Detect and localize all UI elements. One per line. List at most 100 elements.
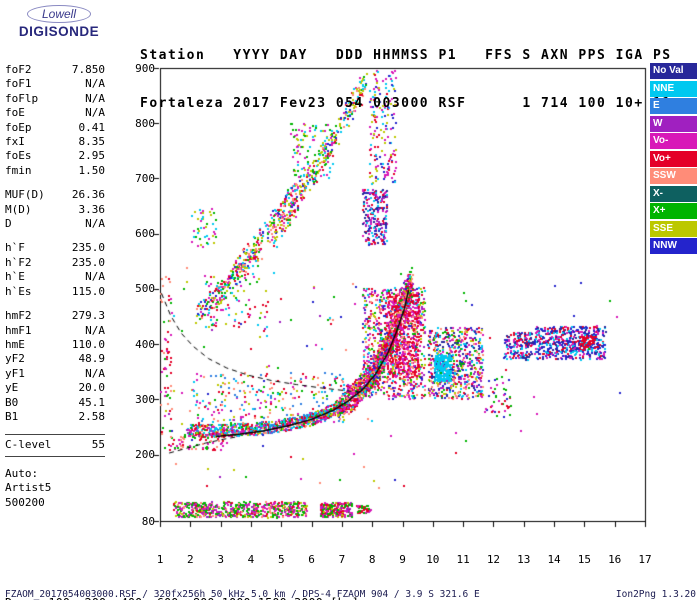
param-label: fmin [5, 163, 32, 177]
legend-item-nnw: NNW [650, 238, 697, 254]
param-label: MUF(D) [5, 188, 45, 202]
status-program-version: Ion2Png 1.3.20 [615, 589, 696, 600]
param-value: 48.9 [78, 352, 106, 366]
param-row-d: D N/A [5, 217, 105, 231]
d-row: D 100 200 400 600 800 1000 1500 3000 [km… [5, 596, 366, 600]
y-tick-200: 200 [135, 448, 155, 462]
param-row-hmf1: hmF1 N/A [5, 324, 105, 338]
param-row-foes: foEs 2.95 [5, 149, 105, 163]
param-group-5: Auto: Artist5 500200 [5, 467, 105, 510]
param-value: 3.36 [78, 202, 106, 216]
legend-item-ssw: SSW [650, 168, 697, 184]
station-header: Station YYYY DAY DDD HHMMSS P1 FFS S AXN… [140, 16, 672, 144]
param-row-hme: hmE 110.0 [5, 338, 105, 352]
y-tick-900: 900 [135, 61, 155, 75]
param-label: hmF1 [5, 323, 32, 337]
param-label: B1 [5, 409, 19, 423]
x-tick-3: 3 [217, 553, 224, 566]
param-label: h`F [5, 241, 25, 255]
param-value: 7.850 [71, 63, 105, 76]
x-tick-11: 11 [456, 553, 470, 566]
param-row-yf1: yF1 N/A [5, 367, 105, 381]
muf-table: D 100 200 400 600 800 1000 1500 3000 [km… [5, 568, 366, 600]
param-row-ye: yE 20.0 [5, 381, 105, 395]
param-label: yF2 [5, 352, 25, 366]
param-value: 235.0 [71, 255, 105, 269]
digisonde-logo: Lowell DIGISONDE [8, 5, 110, 39]
logo-name: DIGISONDE [18, 24, 100, 39]
param-label: hmE [5, 337, 25, 351]
y-tick-80: 80 [141, 514, 155, 528]
param-value: 26.36 [71, 188, 105, 202]
param-label: foEp [5, 120, 32, 134]
y-tick-600: 600 [135, 227, 155, 241]
param-label: yE [5, 381, 19, 395]
x-tick-8: 8 [368, 553, 376, 566]
param-row-foflp: foFlp N/A [5, 92, 105, 106]
y-tick-400: 400 [135, 337, 155, 351]
param-value: N/A [85, 366, 105, 380]
x-tick-10: 10 [426, 553, 440, 566]
param-row-foep: foEp 0.41 [5, 121, 105, 135]
param-row-md: M(D) 3.36 [5, 203, 105, 217]
x-tick-7: 7 [338, 553, 346, 566]
header-line-2: Fortaleza 2017 Fev23 054 003000 RSF 1 71… [140, 96, 672, 111]
direction-legend: No Val NNE E W Vo- Vo+ SSW X- X+ SSE NNW [650, 63, 697, 256]
param-row-artist5: Artist5 [5, 481, 105, 495]
param-value: N/A [85, 270, 105, 284]
x-tick-17: 17 [638, 553, 652, 566]
param-label: fxI [5, 135, 25, 149]
legend-item-e: E [650, 98, 697, 114]
param-group-1: MUF(D) 26.36 M(D) 3.36 D N/A [5, 188, 105, 231]
param-label: yF1 [5, 366, 25, 380]
param-row-yf2: yF2 48.9 [5, 352, 105, 366]
legend-item-x-: X- [650, 185, 697, 202]
param-label: B0 [5, 395, 19, 409]
param-group-2: h`F 235.0 h`F2 235.0 h`E N/A h`Es 115.0 [5, 241, 105, 299]
param-label: foFlp [5, 91, 39, 105]
param-label: h`F2 [5, 255, 32, 269]
param-value: N/A [85, 91, 105, 105]
y-tick-300: 300 [135, 392, 155, 406]
param-value: 2.95 [78, 149, 106, 163]
param-value: 55 [91, 438, 105, 452]
logo-oval: Lowell [26, 5, 92, 23]
param-value: 1.50 [78, 163, 106, 177]
param-label: M(D) [5, 202, 32, 216]
param-row-auto: Auto: [5, 467, 105, 481]
y-tick-500: 500 [135, 282, 155, 296]
param-value: 235.0 [71, 241, 105, 255]
param-row-hf2: h`F2 235.0 [5, 256, 105, 270]
param-row-mufd: MUF(D) 26.36 [5, 188, 105, 202]
param-row-hmf2: hmF2 279.3 [5, 309, 105, 323]
y-tick-700: 700 [135, 171, 155, 185]
param-label: foF1 [5, 77, 32, 91]
legend-item-vo-: Vo- [650, 133, 697, 149]
param-label: hmF2 [5, 309, 32, 323]
param-row-clevel: C-level 55 [5, 438, 105, 452]
param-value: 115.0 [71, 284, 105, 298]
legend-item-w: W [650, 115, 697, 132]
status-file-info: FZAOM_2017054003000.RSF / 320fx256h 50 k… [5, 589, 480, 600]
x-tick-14: 14 [547, 553, 561, 566]
param-row-fmin: fmin 1.50 [5, 164, 105, 178]
status-bar: FZAOM_2017054003000.RSF / 320fx256h 50 k… [5, 589, 696, 600]
param-group-3: hmF2 279.3 hmF1 N/A hmE 110.0 yF2 48.9 yF1 N/A yE 2… [5, 309, 105, 424]
x-tick-15: 15 [577, 553, 591, 566]
param-label: C-level [5, 438, 52, 452]
parameter-panel: foF2 7.850 foF1 N/A foFlp N/A foE N/A foEp 0.41 fx… [5, 63, 105, 520]
param-row-b1: B1 2.58 [5, 410, 105, 424]
param-label: foE [5, 106, 25, 120]
legend-item-sse: SSE [650, 220, 697, 237]
param-value: N/A [85, 77, 105, 91]
param-label: foF2 [5, 63, 32, 76]
param-value: 0.41 [78, 120, 106, 134]
x-tick-6: 6 [308, 553, 315, 566]
param-label: foEs [5, 149, 32, 163]
x-tick-9: 9 [399, 553, 406, 566]
param-row-fxi: fxI 8.35 [5, 135, 105, 149]
y-tick-800: 800 [135, 116, 155, 130]
x-tick-13: 13 [517, 553, 531, 566]
